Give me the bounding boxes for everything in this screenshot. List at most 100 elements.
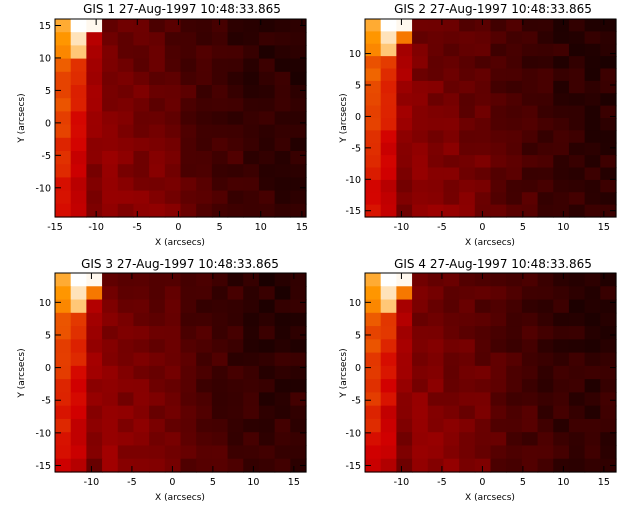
heatmap-cell xyxy=(553,458,570,473)
heatmap-cell xyxy=(86,164,103,178)
heatmap-cell xyxy=(584,43,601,57)
heatmap-cell xyxy=(133,379,150,393)
heatmap-cell xyxy=(102,71,119,86)
heatmap-cell xyxy=(459,155,476,169)
heatmap-cell xyxy=(180,458,197,473)
heatmap-cell xyxy=(537,68,554,82)
heatmap-cell xyxy=(537,204,554,218)
heatmap-cell xyxy=(443,379,460,393)
heatmap-cell xyxy=(196,58,213,73)
heatmap-cell xyxy=(568,312,586,327)
heatmap-cell xyxy=(600,56,617,70)
heatmap-cell xyxy=(274,299,291,314)
heatmap-cell xyxy=(396,31,413,45)
heatmap-cell xyxy=(164,71,182,86)
heatmap-cell xyxy=(521,93,539,107)
heatmap-cell xyxy=(521,192,539,206)
heatmap-cell xyxy=(427,130,445,144)
heatmap-cell xyxy=(553,19,570,32)
heatmap-cell xyxy=(227,203,244,218)
heatmap-cell xyxy=(180,339,197,354)
heatmap-cell xyxy=(568,155,586,169)
heatmap-cell xyxy=(70,177,87,192)
heatmap-cell xyxy=(568,167,586,181)
x-tick-label: 10 xyxy=(557,222,569,233)
heatmap-cell xyxy=(180,19,197,33)
heatmap-cell xyxy=(396,418,413,433)
heatmap-cell xyxy=(365,179,382,193)
heatmap-cell xyxy=(70,273,87,287)
heatmap-cell xyxy=(274,405,291,420)
heatmap-cell xyxy=(506,352,523,367)
heatmap-cell xyxy=(258,164,276,178)
heatmap-cell xyxy=(164,379,182,393)
heatmap-cell xyxy=(196,71,213,86)
heatmap-cell xyxy=(117,405,135,420)
heatmap-cell xyxy=(290,177,307,192)
heatmap-cell xyxy=(600,93,617,107)
heatmap-cell xyxy=(258,98,276,112)
heatmap-cell xyxy=(459,312,476,327)
heatmap-cell xyxy=(474,93,492,107)
heatmap-cell xyxy=(149,339,166,354)
heatmap-cell xyxy=(521,445,539,460)
heatmap-cell xyxy=(412,432,429,447)
y-tick-label: -10 xyxy=(35,183,51,194)
heatmap-cell xyxy=(412,352,429,367)
heatmap-cell xyxy=(396,365,413,380)
heatmap-cell xyxy=(196,458,213,473)
heatmap-cell xyxy=(290,418,307,433)
heatmap-cell xyxy=(506,192,523,206)
heatmap-cell xyxy=(474,418,492,433)
heatmap-cell xyxy=(149,299,166,314)
heatmap-cell xyxy=(537,432,554,447)
heatmap-cell xyxy=(380,405,397,420)
heatmap-cell xyxy=(537,43,554,57)
heatmap-cell xyxy=(568,130,586,144)
heatmap-cell xyxy=(380,432,397,447)
heatmap-cell xyxy=(584,204,601,218)
heatmap-cell xyxy=(211,71,229,86)
y-tick-label: 5 xyxy=(45,330,51,341)
heatmap-cell xyxy=(274,458,291,473)
heatmap-cell xyxy=(365,80,382,94)
heatmap-cell xyxy=(459,432,476,447)
heatmap-cell xyxy=(180,299,197,314)
heatmap-cell xyxy=(102,326,119,340)
x-tick-label: 10 xyxy=(557,477,569,488)
heatmap-cell xyxy=(396,286,413,301)
heatmap-cell xyxy=(396,432,413,447)
heatmap-cell xyxy=(86,98,103,112)
heatmap-cell xyxy=(443,68,460,82)
heatmap-cell xyxy=(537,179,554,193)
heatmap-cell xyxy=(149,418,166,433)
heatmap-cell xyxy=(86,203,103,218)
heatmap-cell xyxy=(149,58,166,73)
heatmap-cell xyxy=(459,458,476,473)
heatmap-cell xyxy=(55,312,72,327)
heatmap-cell xyxy=(553,68,570,82)
heatmap-cell xyxy=(196,124,213,139)
heatmap-cell xyxy=(584,379,601,393)
heatmap-cell xyxy=(600,43,617,57)
heatmap-cell xyxy=(243,299,260,314)
heatmap-cell xyxy=(227,286,244,301)
heatmap-cell xyxy=(86,124,103,139)
heatmap-cell xyxy=(164,19,182,33)
heatmap-cell xyxy=(600,155,617,169)
heatmap-cell xyxy=(412,130,429,144)
heatmap-cell xyxy=(474,155,492,169)
heatmap-cell xyxy=(600,352,617,367)
heatmap-cell xyxy=(443,43,460,57)
y-tick-label: 15 xyxy=(39,21,51,32)
heatmap-cell xyxy=(243,177,260,192)
heatmap-cell xyxy=(380,339,397,354)
heatmap-cell xyxy=(290,286,307,301)
heatmap-cell xyxy=(274,190,291,205)
heatmap-cell xyxy=(474,405,492,420)
heatmap-cell xyxy=(180,85,197,99)
heatmap-cell xyxy=(290,111,307,126)
heatmap-cell xyxy=(380,379,397,393)
heatmap-cell xyxy=(506,31,523,45)
heatmap-cell xyxy=(506,68,523,82)
